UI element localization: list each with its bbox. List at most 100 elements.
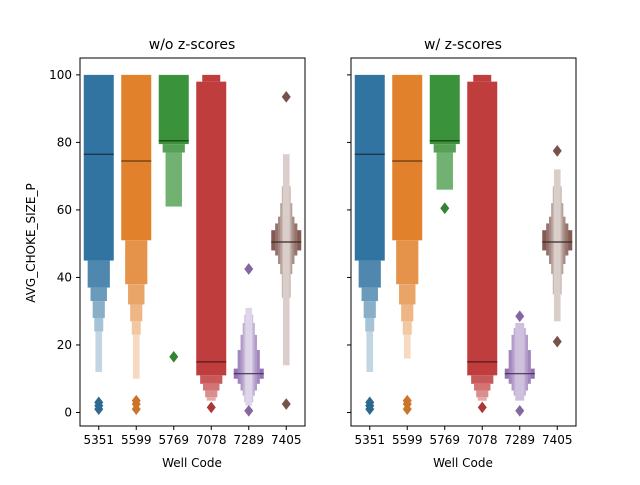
x-tick-label: 5351 <box>83 433 114 447</box>
boxen-5599 <box>121 74 152 415</box>
x-tick-label: 5599 <box>392 433 423 447</box>
boxen-7289 <box>504 310 535 417</box>
panel-without-z-scores: w/o z-scores AVG_CHOKE_SIZE_P Well Code … <box>24 37 306 470</box>
boxen-level <box>128 284 145 305</box>
boxen-7078 <box>196 74 227 414</box>
boxen-level <box>429 74 460 145</box>
boxen-level <box>399 284 416 305</box>
outlier-point <box>281 398 291 410</box>
boxen-level <box>206 397 216 401</box>
x-tick-label: 5769 <box>158 433 189 447</box>
outlier-point <box>552 335 562 348</box>
boxen-level <box>467 81 498 376</box>
boxen-level <box>87 260 110 288</box>
boxen-level <box>401 304 414 322</box>
y-tick-label: 100 <box>49 68 72 82</box>
outlier-point <box>515 404 525 417</box>
boxen-5769 <box>429 74 460 215</box>
boxen-level <box>83 74 114 261</box>
outlier-point <box>206 401 216 414</box>
boxen-7078 <box>467 74 498 414</box>
x-tick-label: 7405 <box>271 433 302 447</box>
boxen-level <box>158 74 189 145</box>
boxen-level <box>403 334 411 359</box>
x-tick-label: 7405 <box>542 433 573 447</box>
boxen-5351 <box>354 74 385 415</box>
boxen-level <box>196 81 227 376</box>
outlier-point <box>552 144 562 157</box>
boxen-level <box>282 154 290 366</box>
boxen-level <box>132 334 140 379</box>
outlier-point <box>402 394 412 407</box>
boxen-level <box>436 152 453 190</box>
boxen-level <box>245 307 253 406</box>
boxen-level <box>121 74 152 241</box>
axes-frame <box>79 57 306 427</box>
boxen-level <box>205 390 218 398</box>
outlier-point <box>515 310 525 323</box>
panel-title: w/ z-scores <box>424 37 502 53</box>
boxen-level <box>358 260 381 288</box>
outlier-point <box>440 202 450 215</box>
boxen-level <box>473 74 492 82</box>
boxen-5351 <box>83 74 114 415</box>
x-tick-label: 5599 <box>121 433 152 447</box>
axes-frame <box>350 57 577 427</box>
outlier-point <box>477 401 487 414</box>
boxen-level <box>477 397 487 401</box>
boxen-level <box>202 74 221 82</box>
x-axis-label: Well Code <box>162 456 222 470</box>
x-tick-label: 5351 <box>354 433 385 447</box>
boxen-level <box>402 321 412 335</box>
boxen-level <box>200 375 223 384</box>
boxen-5769 <box>158 74 189 363</box>
boxen-level <box>130 304 143 322</box>
x-tick-label: 7289 <box>504 433 535 447</box>
y-axis-label: AVG_CHOKE_SIZE_P <box>24 183 38 302</box>
x-tick-label: 7078 <box>467 433 498 447</box>
boxen-level <box>515 323 525 401</box>
boxen-level <box>90 287 107 302</box>
panel-title: w/o z-scores <box>149 37 236 53</box>
x-axis-label: Well Code <box>433 456 493 470</box>
outlier-point <box>281 90 291 103</box>
boxen-level <box>162 144 185 153</box>
y-tick-label: 0 <box>64 405 72 419</box>
panel-with-z-scores: w/ z-scores Well Code 5351 5599 5769 7078 72… <box>347 37 577 470</box>
boxen-level <box>433 144 456 153</box>
y-tick-label: 40 <box>57 270 72 284</box>
boxen-level <box>92 301 105 318</box>
boxen-level <box>94 317 104 332</box>
boxen-level <box>471 375 494 384</box>
boxen-level <box>354 74 385 261</box>
boxen-level <box>125 240 148 285</box>
boxen-level <box>553 169 561 322</box>
outlier-point <box>244 263 254 275</box>
outlier-point <box>94 396 104 409</box>
boxen-level <box>363 301 376 318</box>
boxen-level <box>474 383 491 391</box>
boxen-level <box>392 74 423 241</box>
outlier-point <box>131 394 141 407</box>
boxen-level <box>476 390 489 398</box>
x-tick-label: 7078 <box>196 433 227 447</box>
y-tick-label: 80 <box>57 135 72 149</box>
y-tick-label: 20 <box>57 338 72 352</box>
boxen-7405 <box>271 90 302 410</box>
x-tick-label: 5769 <box>429 433 460 447</box>
y-tick-label: 60 <box>57 203 72 217</box>
boxen-level <box>361 287 378 302</box>
boxen-level <box>131 321 141 335</box>
outlier-point <box>244 404 254 417</box>
outlier-point <box>365 396 375 409</box>
boxen-5599 <box>392 74 423 415</box>
boxen-level <box>95 331 103 372</box>
boxen-7289 <box>233 263 264 417</box>
boxen-7405 <box>542 144 573 348</box>
boxen-level <box>366 331 374 372</box>
boxen-level <box>165 152 182 207</box>
boxen-level <box>396 240 419 285</box>
boxen-level <box>365 317 375 332</box>
